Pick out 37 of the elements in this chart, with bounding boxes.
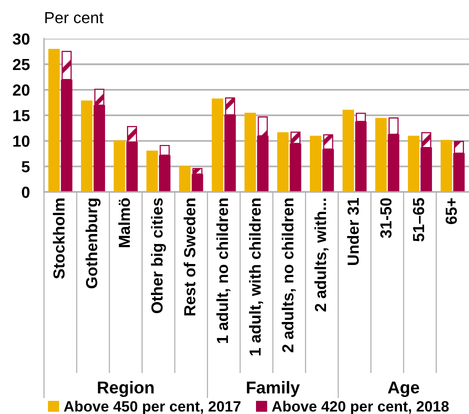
- bar: [440, 140, 452, 192]
- x-tick-label: 2 adults, with...: [314, 198, 328, 312]
- bar: [277, 132, 289, 192]
- x-tick-label: Gothenburg: [86, 198, 101, 288]
- text: Family: [246, 381, 300, 397]
- y-tick-label: 10: [13, 136, 30, 147]
- x-tick-label: 1 adult, no children: [216, 198, 230, 343]
- bar: [342, 110, 354, 192]
- x-tick-label: Stockholm: [52, 198, 65, 279]
- bar: [244, 112, 256, 192]
- x-tick-label: 51–65: [412, 198, 424, 242]
- y-tick-label: 0: [22, 186, 30, 198]
- bar: [408, 136, 420, 192]
- y-tick-label: 15: [13, 110, 30, 122]
- bar: [48, 48, 60, 192]
- x-tick-label: Rest of Sweden: [184, 198, 196, 316]
- y-tick-label: 5: [22, 161, 30, 172]
- bar: [179, 166, 191, 192]
- x-tick-label: 1 adult, with children: [249, 198, 264, 356]
- text: Region: [98, 381, 154, 397]
- bar: [114, 140, 126, 192]
- x-tick-label: 31-50: [380, 198, 392, 238]
- x-tick-label: Other big cities: [150, 198, 166, 314]
- y-tick-label: 20: [12, 84, 30, 96]
- x-tick-label: Malmö: [118, 198, 130, 248]
- y-tick-label: 30: [12, 33, 30, 45]
- bar: [81, 100, 92, 192]
- text: Age: [388, 382, 420, 397]
- bar: [310, 136, 322, 192]
- y-tick-label: 25: [12, 58, 30, 70]
- x-tick-label: 2 adults, no children: [282, 198, 296, 352]
- bar: [146, 150, 158, 192]
- x-tick-label: 65+: [446, 198, 457, 224]
- y-axis-title: Per cent: [45, 12, 104, 24]
- bar: [375, 118, 387, 192]
- x-tick-label: Under 31: [347, 198, 359, 265]
- bar: [212, 98, 224, 192]
